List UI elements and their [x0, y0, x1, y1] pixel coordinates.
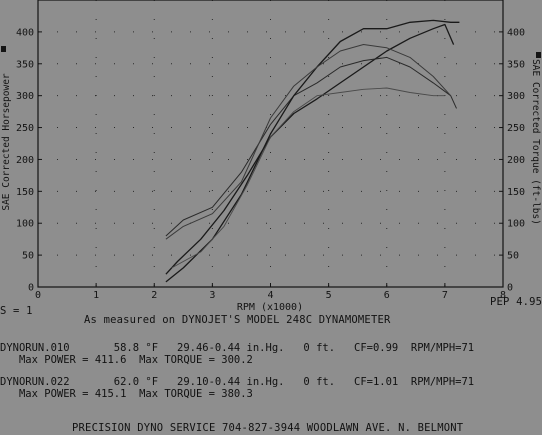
y-tick-label-right: 50 [507, 251, 519, 262]
y-tick-label-right: 250 [507, 123, 525, 134]
y-axis-label-right: SAE Corrected Torque (ft-lbs) [530, 59, 541, 225]
series-line-run2-power [165, 19, 460, 283]
x-tick-label: 6 [384, 290, 390, 301]
y-tick-label-left: 300 [16, 91, 34, 102]
side-left-text: S = 1 [0, 305, 33, 317]
y-tick-label-left: 100 [16, 219, 34, 230]
x-tick-label: 7 [442, 290, 448, 301]
y-tick-label-right: 350 [507, 59, 525, 70]
caption: As measured on DYNOJET'S MODEL 248C DYNA… [84, 314, 391, 326]
series-group [165, 19, 460, 283]
y-tick-label-right: 300 [507, 91, 525, 102]
y-tick-label-right: 100 [507, 219, 525, 230]
series-line-run1-power [165, 23, 455, 275]
x-tick-label: 0 [35, 290, 41, 301]
x-tick-label: 5 [326, 290, 332, 301]
y-tick-label-right: 400 [507, 27, 525, 38]
footer: PRECISION DYNO SERVICE 704-827-3944 WOOD… [72, 422, 464, 434]
run1-line1: DYNORUN.010 58.8 °F 29.46-0.44 in.Hg. 0 … [0, 342, 475, 354]
x-tick-label: 2 [151, 290, 157, 301]
y-tick-label-left: 200 [16, 155, 34, 166]
run1-line2: Max POWER = 411.6 Max TORQUE = 300.2 [0, 354, 253, 366]
y-tick-label-left: 50 [22, 251, 34, 262]
x-tick-label: 1 [93, 290, 99, 301]
y-tick-label-left: 0 [28, 283, 34, 294]
y-tick-label-left: 350 [16, 59, 34, 70]
series-line-run3-power [171, 87, 445, 269]
y-tick-label-left: 400 [16, 27, 34, 38]
y-tick-label-right: 200 [507, 155, 525, 166]
right-marker-icon [536, 52, 541, 58]
plot-frame [37, 0, 504, 288]
series-line-run2-torque [165, 44, 452, 240]
side-right-text: PEP 4.95 [490, 296, 542, 308]
x-tick-label: 8 [500, 290, 506, 301]
y-tick-label-left: 250 [16, 123, 34, 134]
y-axis-label-left: SAE Corrected Horsepower [1, 73, 12, 211]
y-tick-label-left: 150 [16, 187, 34, 198]
x-tick-label: 4 [267, 290, 273, 301]
run2-line1: DYNORUN.022 62.0 °F 29.10-0.44 in.Hg. 0 … [0, 376, 475, 388]
left-marker-icon [1, 46, 6, 52]
axis-ticks: 0 1 2 3 4 5 6 7 80501001502002503003504000501001… [16, 27, 525, 301]
y-tick-label-right: 0 [507, 283, 513, 294]
x-tick-label: 3 [209, 290, 215, 301]
grid [38, 0, 503, 287]
y-tick-label-right: 150 [507, 187, 525, 198]
series-line-run1-torque [165, 56, 457, 237]
x-axis-label: RPM (x1000) [237, 302, 303, 313]
run2-line2: Max POWER = 415.1 Max TORQUE = 380.3 [0, 388, 253, 400]
